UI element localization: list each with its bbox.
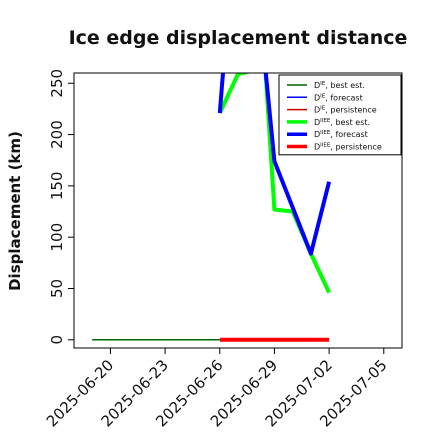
y-tick-label: 0 — [48, 335, 66, 345]
y-tick-label: 200 — [48, 120, 66, 149]
x-axis: 2025-06-202025-06-232025-06-262025-06-29… — [43, 348, 391, 430]
legend-entry: DIE, persistence — [314, 106, 377, 115]
y-tick-label: 100 — [48, 223, 66, 252]
legend: DIE, best est. DIE, forecast DIE, persiste… — [278, 74, 402, 156]
legend-entry: DIE, best est. — [314, 81, 365, 90]
y-axis-label: Displacement (km) — [6, 131, 24, 291]
y-tick-label: 250 — [48, 69, 66, 98]
y-tick-label: 150 — [48, 172, 66, 201]
legend-entry: DIE, forecast — [314, 93, 363, 102]
legend-entry: DIIEE, forecast — [314, 130, 368, 139]
y-tick-label: 50 — [48, 279, 66, 298]
legend-entry: DIIEE, persistence — [314, 143, 382, 152]
series-line-4 — [217, 73, 332, 256]
y-axis: 0 50 100 150 200 250 — [48, 69, 74, 345]
plot-frame — [73, 72, 403, 349]
legend-entry: DIIEE, best est. — [314, 118, 370, 127]
legend-box — [278, 74, 402, 156]
series-layer — [92, 73, 332, 342]
chart-title: Ice edge displacement distance — [69, 27, 408, 49]
